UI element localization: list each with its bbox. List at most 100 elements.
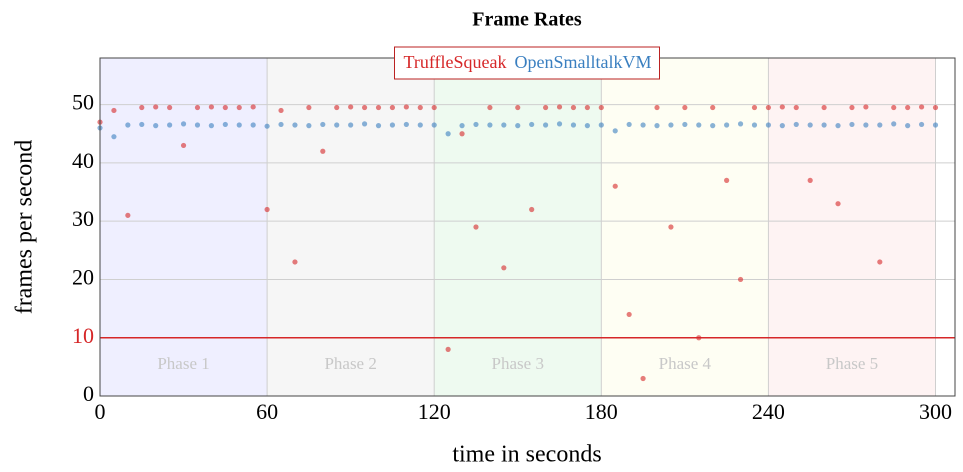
data-point — [111, 107, 117, 114]
data-point — [208, 104, 215, 110]
data-point — [250, 122, 256, 128]
data-point — [264, 206, 270, 213]
data-point — [139, 104, 145, 111]
data-point — [431, 122, 437, 128]
data-point — [264, 123, 270, 129]
data-point — [891, 121, 897, 127]
data-point — [529, 121, 535, 128]
data-point — [515, 104, 521, 111]
legend-label: OpenSmalltalkVM — [515, 52, 652, 72]
data-point — [529, 206, 535, 213]
chart-title: Frame Rates — [472, 9, 582, 31]
x-tick-label: 300 — [919, 399, 952, 424]
data-point — [654, 123, 660, 129]
data-point — [459, 131, 465, 137]
data-point — [877, 259, 883, 265]
data-point — [431, 104, 437, 111]
data-point — [765, 104, 772, 111]
data-point — [905, 123, 911, 129]
data-point — [556, 121, 563, 127]
data-point — [417, 122, 423, 128]
data-point — [737, 121, 744, 127]
data-point — [626, 311, 632, 318]
phase-label: Phase 3 — [492, 354, 544, 373]
y-tick-label: 0 — [83, 381, 94, 406]
data-point — [236, 104, 242, 111]
y-tick-label: 30 — [72, 206, 94, 231]
x-tick-label: 120 — [418, 399, 451, 424]
data-point — [654, 104, 660, 111]
data-point — [626, 121, 632, 128]
data-point — [640, 122, 646, 128]
data-point — [403, 121, 409, 128]
data-point — [612, 183, 618, 189]
x-tick-label: 0 — [95, 399, 106, 424]
data-point — [710, 104, 716, 111]
data-point — [849, 104, 855, 111]
data-point — [389, 104, 396, 111]
data-point — [348, 104, 354, 110]
phase-label: Phase 5 — [826, 354, 878, 373]
data-point — [473, 121, 479, 128]
phase-region — [601, 58, 769, 396]
data-point — [180, 142, 187, 149]
data-point — [111, 134, 117, 140]
data-point — [849, 121, 855, 128]
data-point — [292, 259, 298, 265]
x-tick-label: 60 — [256, 399, 278, 424]
y-axis-label: frames per second — [12, 140, 38, 315]
data-point — [389, 122, 396, 128]
data-point — [375, 104, 382, 111]
data-point — [696, 122, 702, 128]
data-point — [445, 131, 451, 137]
data-point — [821, 104, 827, 111]
phase-label: Phase 1 — [157, 354, 209, 373]
phase-region — [100, 58, 268, 396]
data-point — [208, 123, 215, 129]
data-point — [584, 104, 590, 111]
data-point — [724, 122, 730, 128]
data-point — [570, 122, 577, 128]
data-point — [501, 265, 507, 271]
data-point — [153, 104, 159, 110]
data-point — [153, 123, 159, 129]
data-point — [278, 107, 284, 114]
data-point — [320, 121, 326, 128]
x-tick-label: 240 — [752, 399, 785, 424]
data-point — [793, 121, 799, 128]
data-point — [473, 224, 479, 230]
data-point — [543, 122, 549, 128]
phase-label: Phase 4 — [659, 354, 712, 373]
data-point — [501, 122, 507, 128]
data-point — [598, 104, 604, 111]
y-tick-label: 40 — [72, 148, 94, 173]
data-point — [403, 104, 409, 110]
data-point — [668, 122, 674, 128]
data-point — [863, 104, 869, 110]
data-point — [417, 104, 423, 111]
data-point — [682, 121, 688, 128]
phase-region — [267, 58, 435, 396]
data-point — [167, 122, 173, 128]
data-point — [375, 123, 382, 129]
data-point — [320, 148, 326, 154]
data-point — [194, 104, 201, 111]
data-point — [236, 122, 242, 128]
data-point — [835, 201, 841, 207]
data-point — [793, 104, 799, 111]
data-point — [821, 122, 827, 128]
data-point — [222, 104, 228, 111]
data-point — [918, 121, 925, 128]
data-point — [459, 123, 465, 129]
data-point — [125, 122, 131, 128]
data-point — [640, 375, 646, 382]
data-point — [877, 122, 883, 128]
data-point — [584, 123, 590, 129]
data-point — [668, 224, 674, 230]
data-point — [710, 123, 716, 129]
data-point — [891, 104, 897, 111]
data-point — [932, 122, 939, 128]
data-point — [194, 122, 201, 128]
data-point — [292, 122, 298, 128]
